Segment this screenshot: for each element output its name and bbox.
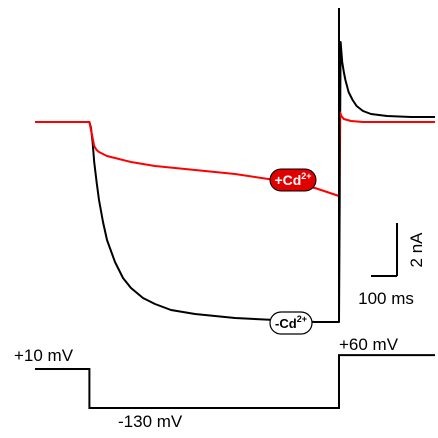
post-voltage-label: +60 mV bbox=[339, 335, 399, 354]
scale-bar-current-label: 2 nA bbox=[407, 232, 426, 268]
with-cd-badge: +Cd2+ bbox=[269, 168, 317, 192]
voltage-protocol bbox=[35, 354, 435, 409]
without-cd-badge-bg bbox=[269, 311, 313, 335]
hold-voltage-label: +10 mV bbox=[14, 346, 74, 365]
with-cd-badge-bg bbox=[269, 168, 317, 192]
without-cd-label: -Cd2+ bbox=[275, 314, 307, 331]
current-traces bbox=[35, 8, 435, 323]
scale-bar-time-label: 100 ms bbox=[358, 289, 414, 308]
step-voltage-label: -130 mV bbox=[118, 412, 183, 431]
voltage-protocol-line bbox=[35, 354, 435, 409]
with-cd-label: +Cd2+ bbox=[274, 171, 311, 188]
scale-bar: 2 nA 100 ms bbox=[358, 223, 426, 308]
without-cd-badge: -Cd2+ bbox=[269, 311, 313, 335]
trace-with-cd bbox=[35, 111, 435, 197]
trace-without-cd bbox=[35, 41, 435, 323]
